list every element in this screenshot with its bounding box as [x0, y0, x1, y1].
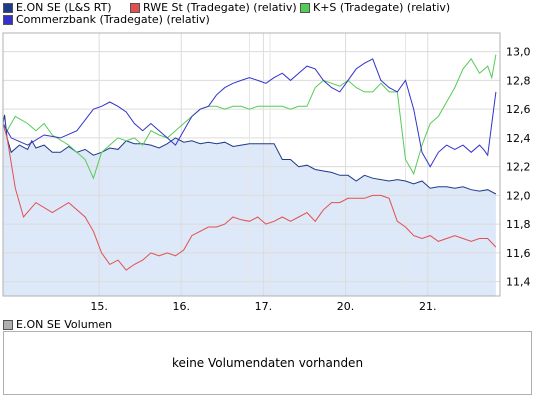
- x-tick-label: 15.: [90, 300, 108, 313]
- series-line-1: [2, 123, 497, 271]
- y-tick-label: 11,6: [506, 247, 531, 260]
- legend-swatch: [130, 2, 140, 13]
- price-chart: 13,0 12,8 12,6 12,4 12,2 12,0 11,8 11,6 11,4 15. 1…: [2, 32, 531, 313]
- legend-item-eon[interactable]: E.ON SE (L&S RT): [3, 1, 112, 14]
- y-tick-label: 13,0: [506, 46, 531, 59]
- y-tick-label: 12,8: [506, 74, 531, 87]
- x-tick-label: 21.: [419, 300, 437, 313]
- legend-item-ks[interactable]: K+S (Tradegate) (relativ): [300, 1, 450, 14]
- y-tick-label: 12,2: [506, 161, 531, 174]
- legend-label: Commerzbank (Tradegate) (relativ): [16, 13, 210, 26]
- legend-item-commerzbank[interactable]: Commerzbank (Tradegate) (relativ): [3, 13, 210, 26]
- x-tick-label: 16.: [173, 300, 191, 313]
- series-line-3: [2, 58, 497, 168]
- series-line-0: [2, 114, 497, 195]
- legend-item-rwe[interactable]: RWE St (Tradegate) (relativ): [130, 1, 297, 14]
- legend-swatch: [3, 2, 13, 13]
- legend-label: RWE St (Tradegate) (relativ): [143, 1, 297, 14]
- volume-panel: keine Volumendaten vorhanden: [3, 331, 532, 395]
- plot-border: [2, 32, 501, 297]
- x-tick-label: 17.: [255, 300, 273, 313]
- volume-title-label: E.ON SE Volumen: [16, 318, 113, 331]
- y-tick-label: 12,0: [506, 189, 531, 202]
- volume-title: E.ON SE Volumen: [3, 318, 112, 331]
- y-tick-label: 11,4: [506, 276, 531, 289]
- legend-label: K+S (Tradegate) (relativ): [313, 1, 451, 14]
- legend-swatch: [300, 2, 310, 13]
- volume-swatch: [3, 319, 13, 330]
- x-tick-label: 20.: [337, 300, 355, 313]
- y-tick-label: 11,8: [506, 218, 531, 231]
- volume-empty-message: keine Volumendaten vorhanden: [171, 356, 364, 370]
- y-tick-label: 12,4: [506, 132, 531, 145]
- y-tick-label: 12,6: [506, 103, 531, 116]
- legend: E.ON SE (L&S RT) RWE St (Tradegate) (rel…: [0, 0, 545, 32]
- legend-swatch: [3, 14, 13, 25]
- legend-label: E.ON SE (L&S RT): [16, 1, 112, 14]
- series-line-2: [2, 54, 497, 180]
